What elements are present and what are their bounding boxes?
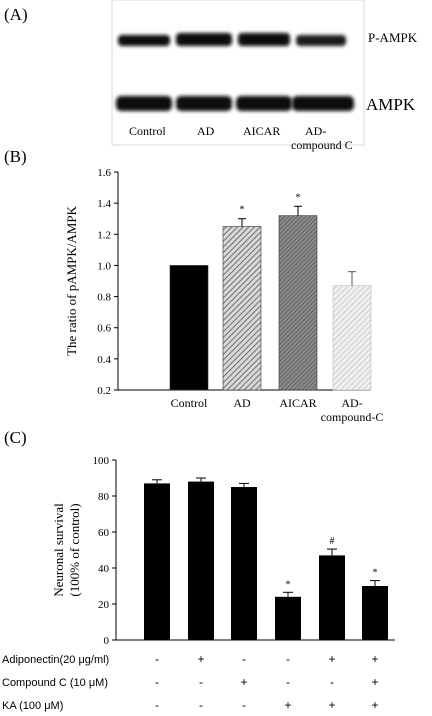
significance-mark-c: # — [330, 536, 335, 547]
blot-membrane — [111, 0, 365, 146]
y-tick-label-c: 80 — [98, 491, 110, 503]
lane-label-ad-compound: AD- — [305, 124, 326, 138]
lane-label-compound-c: compound C — [291, 138, 353, 152]
p-ampk-label: P-AMPK — [368, 30, 418, 45]
p-ampk-band — [296, 35, 346, 46]
bar-b — [169, 265, 209, 391]
treatment-sign: + — [328, 698, 335, 712]
bar-c — [188, 481, 214, 640]
y-tick-label-b: 0.8 — [97, 292, 111, 304]
treatment-sign: + — [284, 698, 291, 712]
treatment-sign: - — [155, 698, 159, 712]
chart-b: 0.2 0.4 0.6 0.8 1.0 1.2 1.4 1.6 The ratio of pAM… — [64, 167, 383, 424]
treatment-label: KA (100 μM) — [2, 700, 63, 712]
lane-label-control: Control — [129, 124, 166, 138]
y-tick-label-c: 60 — [98, 527, 110, 539]
category-label-b: AD- — [341, 396, 362, 410]
significance-mark-c: * — [286, 579, 291, 590]
treatment-sign: + — [328, 652, 335, 666]
category-label-b: compound-C — [321, 410, 384, 424]
treatment-sign: + — [371, 698, 378, 712]
y-tick-label-b: 0.2 — [97, 385, 111, 397]
y-tick-label-b: 0.4 — [97, 354, 111, 366]
ampk-band-row — [116, 96, 354, 111]
treatment-label: Compound C (10 μM) — [2, 677, 108, 689]
significance-mark-c: * — [373, 568, 378, 579]
significance-mark-b: * — [296, 192, 301, 203]
treatment-sign: + — [240, 675, 247, 689]
category-label-b: AICAR — [279, 396, 316, 410]
p-ampk-band-row — [118, 33, 346, 46]
lane-label-aicar: AICAR — [243, 124, 280, 138]
bar-b — [332, 285, 372, 391]
chart-c: 0 20 40 60 80 100 Neuronal survival (100% of co… — [2, 455, 395, 712]
treatment-sign: + — [197, 652, 204, 666]
bar-c — [144, 483, 170, 640]
panel-c-letter: (C) — [4, 428, 27, 447]
ampk-band — [116, 96, 172, 111]
y-axis-label-b: The ratio of pAMPK/AMPK — [64, 205, 79, 355]
treatment-sign: - — [199, 675, 203, 689]
bar-c — [231, 487, 257, 640]
category-label-b: Control — [171, 396, 208, 410]
ampk-band — [292, 96, 354, 111]
lane-label-ad: AD — [197, 124, 215, 138]
bar-b — [278, 215, 318, 391]
y-axis-label-c: Neuronal survival — [51, 503, 66, 597]
bar-c — [319, 555, 345, 640]
y-tick-label-b: 1.2 — [97, 229, 111, 241]
y-tick-label-c: 40 — [98, 563, 110, 575]
y-tick-label-b: 1.6 — [97, 167, 111, 179]
p-ampk-band — [118, 35, 170, 46]
treatment-sign: - — [286, 675, 290, 689]
bar-c — [362, 586, 388, 640]
y-axis-label-c-line2: (100% of control) — [67, 503, 82, 596]
treatment-sign: - — [199, 698, 203, 712]
treatment-sign: - — [242, 652, 246, 666]
significance-mark-b: * — [240, 205, 245, 216]
treatment-label: Adiponectin(20 μg/ml) — [2, 654, 109, 666]
treatment-sign: + — [371, 675, 378, 689]
y-tick-label-b: 1.4 — [97, 198, 111, 210]
treatment-sign: - — [155, 675, 159, 689]
treatment-sign: - — [286, 652, 290, 666]
y-tick-label-b: 1.0 — [97, 260, 111, 272]
panel-b-letter: (B) — [4, 147, 27, 166]
treatment-sign: - — [242, 698, 246, 712]
y-tick-label-c: 20 — [98, 599, 110, 611]
y-tick-label-c: 0 — [104, 635, 110, 647]
y-tick-label-c: 100 — [93, 455, 110, 467]
treatment-sign: - — [330, 675, 334, 689]
panel-a-letter: (A) — [4, 5, 28, 24]
p-ampk-band — [238, 33, 290, 46]
y-tick-label-b: 0.6 — [97, 323, 111, 335]
ampk-band — [236, 96, 292, 111]
ampk-label: AMPK — [366, 95, 416, 114]
treatment-sign: + — [371, 652, 378, 666]
ampk-band — [176, 96, 232, 111]
treatment-sign: - — [155, 652, 159, 666]
bar-b — [222, 226, 262, 391]
p-ampk-band — [176, 33, 232, 46]
bar-c — [275, 596, 301, 640]
category-label-b: AD — [233, 396, 251, 410]
